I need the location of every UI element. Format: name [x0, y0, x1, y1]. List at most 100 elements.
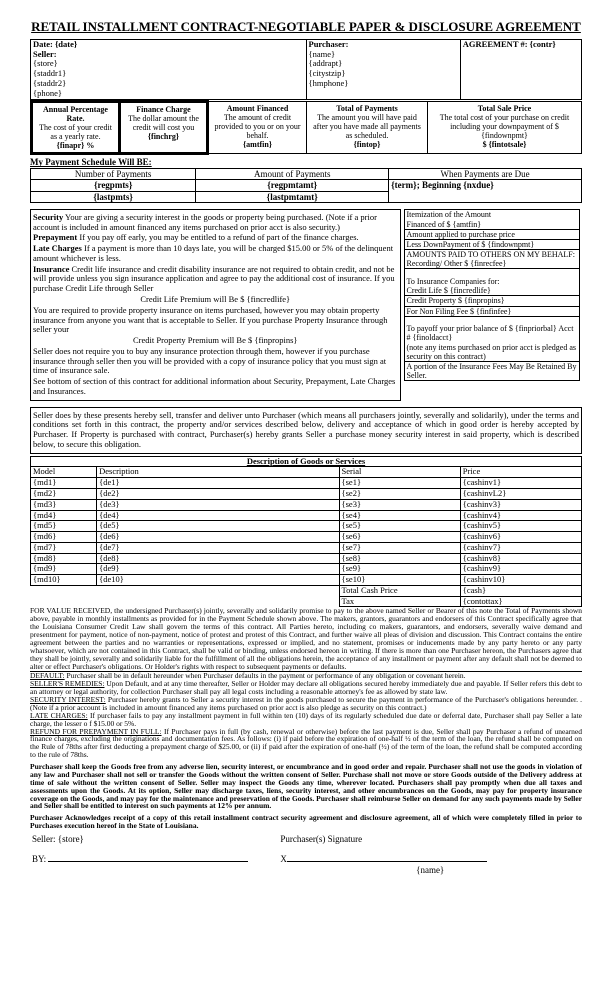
table-cell: {se1}	[339, 478, 460, 489]
prop-text: You are required to provide property ins…	[33, 306, 398, 335]
table-row: {md4}{de4}{se4}{cashinv4}	[31, 510, 582, 521]
remedies-t: Upon Default, and at any time thereafter…	[30, 679, 582, 696]
sched-col2: Amount of Payments	[196, 168, 389, 179]
regpmts: {regpmts}	[94, 180, 132, 190]
transfer-para: Seller does by these presents hereby sel…	[33, 411, 579, 450]
latec-t: If purchaser fails to pay any installmen…	[30, 711, 582, 728]
keep-goods: Purchaser shall keep the Goods free from…	[30, 762, 582, 810]
table-cell: {cashinv9}	[460, 564, 581, 575]
fin-payoff: To payoff your prior balance of $ {finpr…	[404, 324, 580, 342]
table-cell: {md3}	[31, 499, 97, 510]
table-cell: {se5}	[339, 521, 460, 532]
table-cell: {se4}	[339, 510, 460, 521]
af-desc: The amount of credit provided to you or …	[211, 113, 304, 141]
table-cell: {md6}	[31, 532, 97, 543]
tsp-desc: The total cost of your purchase on credi…	[430, 113, 579, 141]
table-cell: {cashinv10}	[460, 575, 581, 586]
lastpmtamt: {lastpmtamt}	[267, 192, 318, 202]
table-row: {md6}{de6}{se6}{cashinv6}	[31, 532, 582, 543]
goods-title: Description of Goods or Services	[31, 456, 582, 467]
purch-sig-line[interactable]	[287, 861, 487, 862]
store: {store}	[33, 59, 304, 69]
table-cell: {de6}	[97, 532, 339, 543]
fin-amts-paid: AMOUNTS PAID TO OTHERS ON MY BEHALF:	[404, 250, 580, 260]
af-head: Amount Financed	[211, 104, 304, 113]
table-cell: {se6}	[339, 532, 460, 543]
table-row: {md2}{de2}{se2}{cashinvL2}	[31, 488, 582, 499]
table-row: {md10}{de10}{se10}{cashinv10}	[31, 575, 582, 586]
fin-cp: Credit Property $ {finpropins}	[404, 296, 580, 306]
pre-text: If you pay off early, you may be entitle…	[77, 232, 358, 242]
seller-sig-label: Seller: {store}	[30, 834, 278, 844]
header-block: Date: {date} Seller: {store} {staddr1} {…	[30, 39, 582, 100]
table-cell: {md7}	[31, 542, 97, 553]
itemization-box: Itemization of the Amount Financed of $ …	[404, 209, 581, 381]
purch-sig-label: Purchaser(s) Signature	[278, 834, 582, 844]
tsp-val: $ {fintotsale}	[483, 140, 527, 149]
table-cell: {cashinv8}	[460, 553, 581, 564]
fin-portion: A portion of the Insurance Fees May Be R…	[404, 361, 580, 380]
page-title: RETAIL INSTALLMENT CONTRACT-NEGOTIABLE P…	[30, 20, 582, 35]
seller-label: Seller:	[33, 49, 57, 59]
tsp-head: Total Sale Price	[430, 104, 579, 113]
ins-bold: Insurance	[33, 264, 69, 274]
date-value: {date}	[55, 39, 77, 49]
table-cell: {md4}	[31, 510, 97, 521]
table-cell: {de10}	[97, 575, 339, 586]
fin-payoff-note: (note any items purchased on prior acct …	[404, 343, 580, 362]
table-cell: {se9}	[339, 564, 460, 575]
table-cell: {md5}	[31, 521, 97, 532]
apr-val: {finapr} %	[57, 141, 95, 150]
table-cell: {de9}	[97, 564, 339, 575]
table-cell: {de4}	[97, 510, 339, 521]
table-cell: {cashinv1}	[460, 478, 581, 489]
fin-rec-other: Recording/ Other $ {finrecfee}	[404, 259, 580, 269]
tcp-val: {cash}	[460, 585, 581, 596]
ack: Purchaser Acknowledges receipt of a copy…	[30, 813, 582, 830]
x-label: X	[280, 854, 287, 864]
apr-desc: The cost of your credit as a yearly rate…	[35, 123, 116, 141]
purchaser-label: Purchaser:	[309, 39, 349, 49]
table-cell: {de3}	[97, 499, 339, 510]
col-desc: Description	[97, 467, 339, 478]
seller-sig-line[interactable]	[48, 861, 248, 862]
table-cell: {de8}	[97, 553, 339, 564]
fc-val: {finchrg}	[148, 132, 179, 141]
late-text: If a payment is more than 10 days late, …	[33, 243, 393, 263]
staddr2: {staddr2}	[33, 79, 304, 89]
fc-desc: The dollar amount the credit will cost y…	[123, 114, 204, 132]
pre-bold: Prepayment	[33, 232, 77, 242]
bottom-text: See bottom of section of this contract f…	[33, 377, 398, 397]
sec-bold: Security	[33, 212, 63, 222]
late-bold: Late Charges	[33, 243, 82, 253]
col-serial: Serial	[339, 467, 460, 478]
table-cell: {md9}	[31, 564, 97, 575]
fin-nf: For Non Filing Fee $ {finfinfee}	[404, 306, 580, 316]
fin-cl: Credit Life $ {fincredlife}	[404, 286, 580, 296]
by-label: BY:	[32, 854, 46, 864]
table-cell: {cashinvL2}	[460, 488, 581, 499]
table-cell: {de7}	[97, 542, 339, 553]
table-cell: {md10}	[31, 575, 97, 586]
table-cell: {cashinv6}	[460, 532, 581, 543]
table-row: {md3}{de3}{se3}{cashinv3}	[31, 499, 582, 510]
tax-val: {contottax}	[460, 596, 581, 607]
table-cell: {cashinv4}	[460, 510, 581, 521]
schedule-title: My Payment Schedule Will BE:	[30, 157, 582, 167]
top-val: {fintop}	[354, 140, 381, 149]
phone: {phone}	[33, 89, 304, 99]
term-line: {term}; Beginning {nxdue}	[391, 180, 494, 190]
tcp-label: Total Cash Price	[339, 585, 460, 596]
sched-col1: Number of Payments	[31, 168, 196, 179]
regpmtamt: {regpmtamt}	[267, 180, 317, 190]
col-model: Model	[31, 467, 97, 478]
apr-head: Annual Percentage Rate.	[35, 105, 116, 123]
table-cell: {se2}	[339, 488, 460, 499]
goods-table: Description of Goods or Services Model D…	[30, 456, 582, 608]
table-cell: {cashinv7}	[460, 542, 581, 553]
staddr1: {staddr1}	[33, 69, 304, 79]
fin-h2: Financed of $ {amtfin}	[404, 220, 580, 230]
table-cell: {se10}	[339, 575, 460, 586]
cl-prem: Credit Life Premium will Be $ {fincredli…	[33, 295, 398, 305]
af-val: {amtfin}	[243, 140, 272, 149]
